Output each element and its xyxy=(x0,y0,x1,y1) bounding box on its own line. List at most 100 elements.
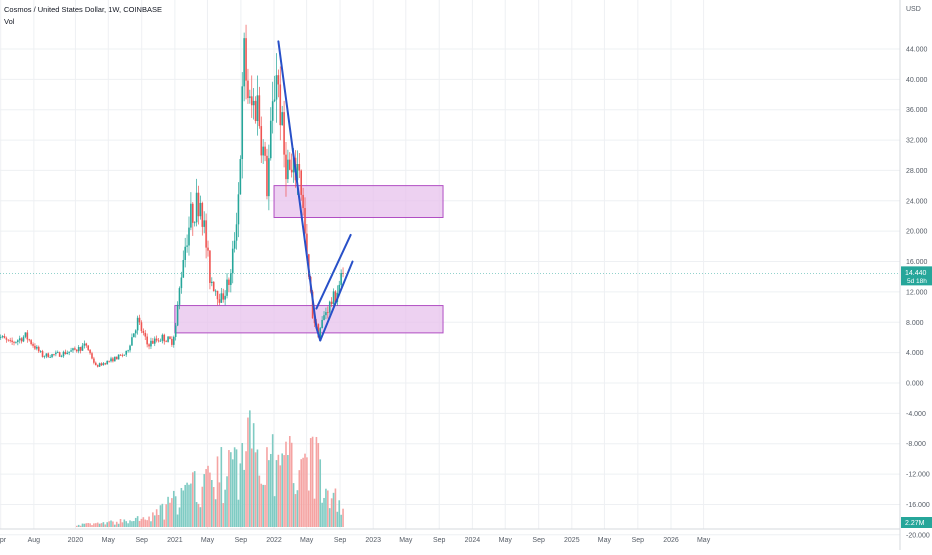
candle-body xyxy=(228,279,230,285)
volume-bar xyxy=(190,483,192,527)
volume-bar xyxy=(296,490,299,527)
candle-body xyxy=(123,354,126,356)
candle-body xyxy=(300,170,303,195)
candle-body xyxy=(3,336,6,339)
price-tick-label: 0.000 xyxy=(906,380,924,387)
candle-body xyxy=(211,281,213,284)
candle-body xyxy=(112,358,114,362)
candle-body xyxy=(121,355,124,356)
volume-bar xyxy=(315,436,318,527)
candle-body xyxy=(58,352,61,357)
candle-body xyxy=(140,322,143,332)
volume-bar xyxy=(308,490,310,527)
candle-body xyxy=(290,169,293,173)
candle-body xyxy=(70,350,72,352)
volume-bar xyxy=(91,525,93,527)
candle-body xyxy=(17,340,19,342)
volume-bar xyxy=(273,496,276,527)
candle-body xyxy=(108,360,110,362)
candle-body xyxy=(245,38,247,81)
volume-bar xyxy=(342,508,344,527)
volume-bar xyxy=(106,522,109,527)
time-tick-label: May xyxy=(399,537,413,544)
volume-bar xyxy=(239,463,242,527)
time-tick-label: May xyxy=(598,537,612,544)
volume-bar xyxy=(125,521,128,527)
volume-bar xyxy=(211,480,213,527)
volume-bar xyxy=(186,482,188,527)
volume-bar xyxy=(226,476,228,527)
candle-body xyxy=(110,358,112,362)
volume-bar xyxy=(112,521,114,527)
price-tick-label: -16.000 xyxy=(906,502,930,509)
candle-body xyxy=(18,338,21,341)
volume-bar xyxy=(150,521,152,527)
volume-indicator-label[interactable]: Vol xyxy=(4,17,15,26)
volume-bar xyxy=(336,511,339,527)
price-badge-value: 14.440 xyxy=(905,270,927,277)
candle-body xyxy=(268,158,270,197)
volume-bar xyxy=(110,520,112,527)
candle-body xyxy=(207,247,209,251)
volume-bar xyxy=(207,465,209,527)
candle-body xyxy=(81,345,84,351)
volume-bar xyxy=(231,459,234,527)
price-tick-label: -20.000 xyxy=(906,532,930,539)
currency-label: USD xyxy=(906,6,921,13)
volume-bar xyxy=(256,449,259,527)
volume-bar xyxy=(81,523,84,527)
volume-bar xyxy=(262,484,264,527)
candle-body xyxy=(287,159,289,180)
candle-body xyxy=(7,339,10,341)
time-tick-label: Apr xyxy=(0,537,7,544)
candle-body xyxy=(0,336,2,338)
volume-bar xyxy=(218,482,221,527)
grid xyxy=(0,0,900,536)
volume-badge-value: 2.27M xyxy=(905,520,925,527)
candle-body xyxy=(201,202,204,227)
time-tick-label: Sep xyxy=(433,537,446,544)
price-tick-label: -4.000 xyxy=(906,411,926,418)
volume-bar xyxy=(136,516,139,527)
volume-bar xyxy=(294,494,297,527)
volume-bar xyxy=(165,504,167,527)
volume-bar xyxy=(197,503,200,527)
candle-body xyxy=(178,288,181,305)
candle-body xyxy=(167,336,169,342)
volume-bar xyxy=(237,499,240,527)
volume-bar xyxy=(144,519,147,527)
time-tick-label: Sep xyxy=(532,537,545,544)
candle-body xyxy=(9,340,12,341)
candle-body xyxy=(180,277,183,289)
volume-bar xyxy=(119,518,122,527)
time-tick-label: Aug xyxy=(28,537,41,544)
candle-body xyxy=(62,351,65,357)
candle-body xyxy=(51,354,53,358)
time-tick-label: 2024 xyxy=(465,537,481,544)
volume-bar xyxy=(114,524,116,527)
candle-body xyxy=(55,352,57,355)
volume-bar xyxy=(228,450,230,527)
symbol-title[interactable]: Cosmos / United States Dollar, 1W, COINB… xyxy=(4,5,162,14)
time-tick-label: May xyxy=(102,537,116,544)
volume-bar xyxy=(216,456,219,527)
time-tick-label: Sep xyxy=(334,537,347,544)
time-tick-label: 2025 xyxy=(564,537,580,544)
trendline xyxy=(315,326,322,342)
candle-body xyxy=(188,227,190,246)
candle-body xyxy=(96,365,99,367)
candle-body xyxy=(106,360,109,365)
candle-body xyxy=(93,358,95,363)
candle-body xyxy=(233,240,236,249)
volume-bar xyxy=(245,451,247,527)
time-tick-label: Sep xyxy=(632,537,645,544)
time-tick-label: May xyxy=(697,537,711,544)
volume-bar xyxy=(325,488,327,527)
candle-body xyxy=(220,293,223,303)
volume-bar xyxy=(174,496,177,527)
volume-bar xyxy=(268,460,270,527)
candle-body xyxy=(266,155,268,197)
volume-bar xyxy=(199,507,202,527)
